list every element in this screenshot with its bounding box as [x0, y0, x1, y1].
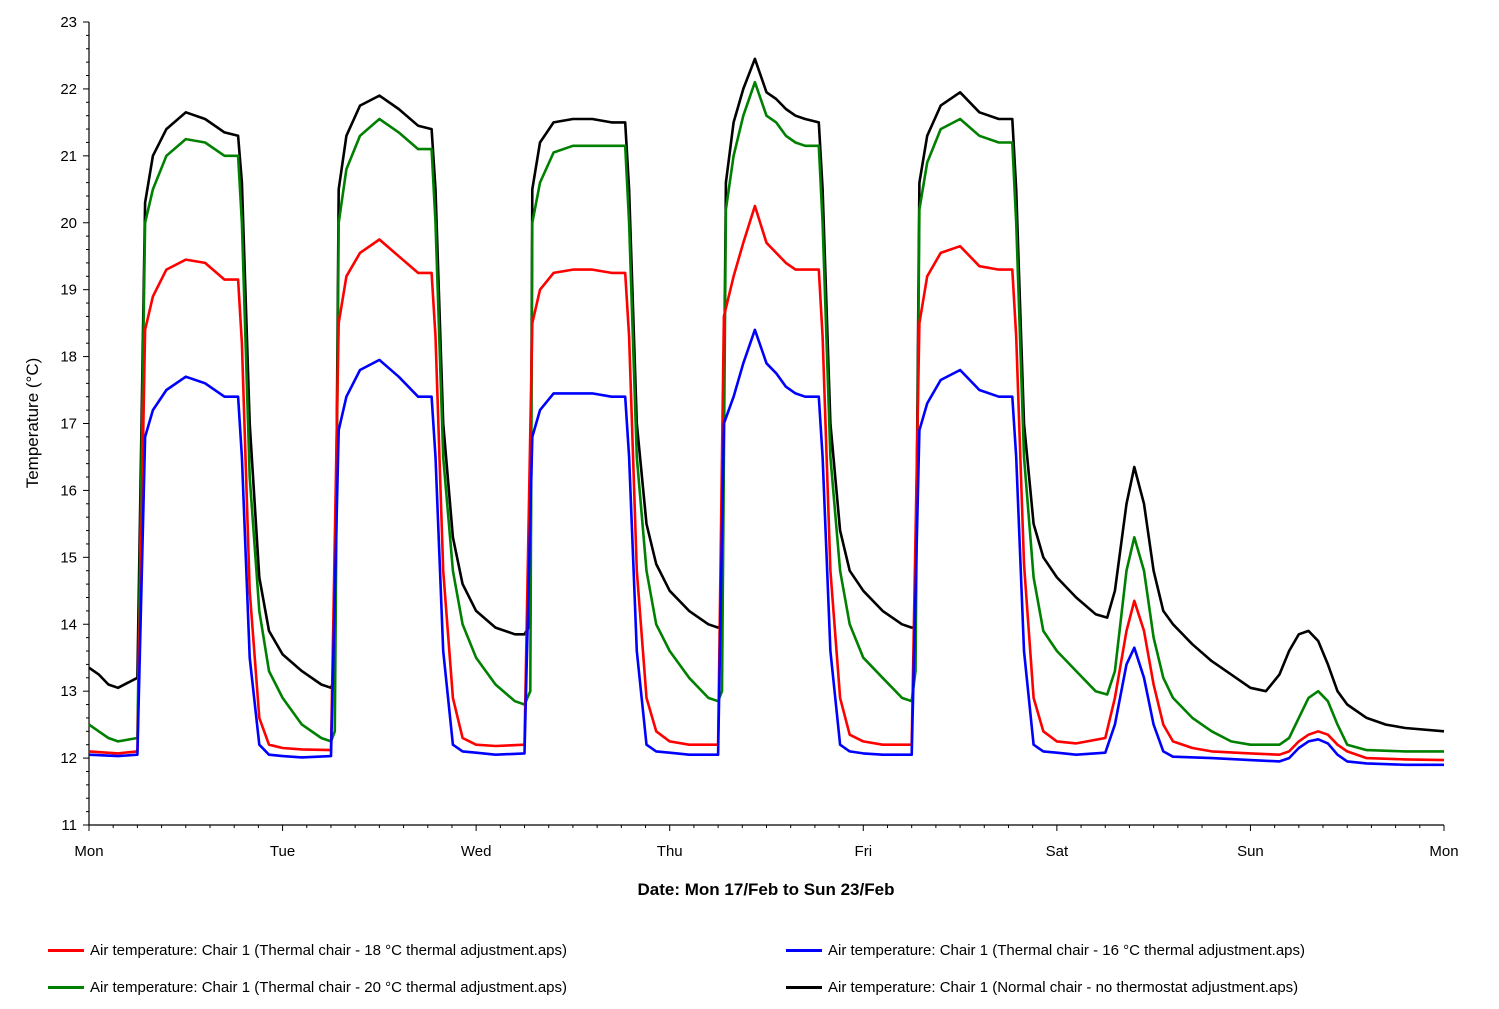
y-tick-label: 19 [60, 282, 77, 299]
series-line [88, 204, 1445, 762]
legend-swatch-green [48, 985, 84, 989]
y-tick-label: 20 [60, 215, 77, 232]
x-axis: Mon Tue Wed Thu Fri Sat Sun Mon [74, 824, 1459, 860]
x-tick-label: Sat [1046, 843, 1069, 860]
legend: Air temperature: Chair 1 (Thermal chair … [0, 930, 1499, 1009]
legend-item-normal: Air temperature: Chair 1 (Normal chair -… [786, 977, 1298, 997]
y-axis: 11 12 13 14 15 16 17 18 19 20 21 22 23 [60, 14, 90, 834]
legend-item-20c: Air temperature: Chair 1 (Thermal chair … [48, 977, 567, 997]
series-line [88, 57, 1445, 733]
legend-swatch-black [786, 985, 822, 989]
series-line [88, 328, 1444, 767]
legend-swatch-blue [786, 948, 822, 952]
y-tick-label: 12 [60, 750, 77, 767]
legend-swatch-red [48, 948, 84, 952]
y-tick-label: 17 [60, 416, 77, 433]
y-tick-label: 14 [60, 616, 77, 633]
x-tick-label: Tue [270, 843, 295, 860]
x-tick-label: Wed [461, 843, 492, 860]
y-tick-label: 18 [60, 349, 77, 366]
y-tick-label: 16 [60, 482, 77, 499]
y-axis-title: Temperature (°C) [23, 358, 42, 489]
y-tick-label: 21 [60, 148, 77, 165]
series-line [88, 80, 1444, 753]
line-chart: 11 12 13 14 15 16 17 18 19 20 21 22 23 Mon Tue Wed Thu F… [23, 14, 1459, 899]
y-tick-label: 11 [61, 817, 77, 834]
y-tick-label: 15 [60, 549, 77, 566]
legend-label: Air temperature: Chair 1 (Normal chair -… [828, 978, 1299, 996]
plot-area [88, 57, 1445, 767]
x-tick-label: Mon [1429, 843, 1458, 860]
x-axis-title: Date: Mon 17/Feb to Sun 23/Feb [638, 880, 895, 899]
x-tick-label: Sun [1237, 843, 1264, 860]
legend-label: Air temperature: Chair 1 (Thermal chair … [90, 941, 568, 959]
x-tick-label: Mon [74, 843, 103, 860]
legend-item-16c: Air temperature: Chair 1 (Thermal chair … [786, 940, 1305, 960]
y-tick-label: 22 [60, 81, 77, 98]
legend-label: Air temperature: Chair 1 (Thermal chair … [90, 978, 568, 996]
x-tick-label: Thu [657, 843, 683, 860]
y-tick-label: 13 [60, 683, 77, 700]
y-tick-label: 23 [60, 14, 77, 31]
legend-item-18c: Air temperature: Chair 1 (Thermal chair … [48, 940, 567, 960]
x-tick-label: Fri [855, 843, 873, 860]
legend-label: Air temperature: Chair 1 (Thermal chair … [828, 941, 1306, 959]
